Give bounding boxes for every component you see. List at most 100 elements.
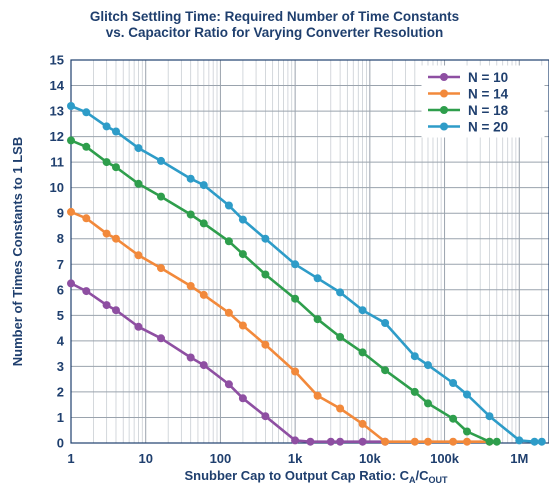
x-axis-label-mid: /C [416, 468, 430, 483]
data-point [67, 279, 75, 288]
data-point [326, 437, 335, 446]
legend-label: N = 18 [468, 103, 509, 118]
data-point [82, 108, 91, 117]
data-point [199, 290, 208, 299]
data-point [112, 163, 120, 172]
data-point [358, 348, 367, 357]
data-point [336, 437, 345, 446]
data-point [313, 391, 322, 400]
data-point [410, 437, 419, 446]
data-point [82, 287, 91, 296]
legend: N = 10 N = 14N = 18 N = 20 [421, 65, 545, 138]
data-point [485, 437, 494, 446]
data-point [291, 436, 300, 445]
data-point [134, 144, 143, 153]
data-point [224, 237, 233, 246]
legend-label: N = 20 [468, 120, 508, 135]
data-point [112, 306, 120, 315]
data-point [537, 437, 546, 446]
data-point [410, 352, 419, 361]
y-tick-label: 5 [57, 308, 64, 323]
data-point [224, 308, 233, 317]
y-tick-label: 14 [50, 78, 65, 93]
data-point [336, 333, 345, 341]
data-point [449, 414, 458, 423]
legend-marker [440, 89, 448, 98]
x-axis-label-sub1: A [409, 475, 416, 485]
data-point [261, 412, 270, 421]
data-point [424, 399, 432, 408]
data-point [424, 361, 432, 370]
data-point [199, 219, 208, 228]
data-point [82, 142, 91, 151]
data-point [157, 192, 165, 201]
x-axis-label-sub2: OUT [429, 475, 449, 485]
series-line [70, 104, 542, 444]
data-point [238, 215, 247, 224]
data-point [515, 436, 524, 445]
data-point [157, 264, 165, 273]
data-point [313, 274, 322, 283]
chart-subtitle: vs. Capacitor Ratio for Varying Converte… [105, 25, 444, 40]
y-tick-label: 4 [57, 333, 65, 348]
x-tick-label: 100 [210, 451, 232, 466]
y-tick-label: 15 [50, 53, 64, 68]
legend-marker [440, 106, 448, 114]
y-tick-label: 2 [57, 384, 64, 399]
data-point [238, 394, 247, 403]
series-2 [67, 136, 501, 446]
y-tick-label: 6 [57, 282, 64, 297]
x-axis-label-main: Snubber Cap to Output Cap Ratio: C [184, 468, 409, 483]
data-point [186, 353, 195, 362]
series-1 [67, 207, 494, 446]
chart-title: Glitch Settling Time: Required Number of… [89, 9, 460, 24]
x-tick-label: 10k [359, 451, 381, 466]
data-point [67, 102, 75, 110]
data-point [336, 288, 345, 297]
data-point [291, 367, 300, 376]
data-point [157, 156, 165, 165]
data-point [424, 437, 432, 446]
data-point [381, 437, 390, 446]
data-point [186, 210, 195, 219]
legend-label: N = 10 [468, 70, 508, 85]
x-axis-label: Snubber Cap to Output Cap Ratio: CA/COUT [184, 468, 448, 485]
data-point [291, 294, 300, 303]
y-tick-label: 1 [57, 410, 64, 425]
data-point [186, 282, 195, 290]
data-point [134, 322, 143, 331]
data-point [410, 387, 419, 396]
y-tick-label: 12 [50, 129, 64, 144]
data-point [358, 419, 367, 428]
data-point [224, 380, 233, 389]
data-point [463, 390, 471, 399]
y-tick-label: 9 [57, 206, 64, 221]
data-point [449, 437, 458, 446]
data-point [463, 437, 471, 446]
data-point [261, 340, 270, 349]
data-point [67, 207, 75, 216]
data-point [381, 319, 390, 327]
series-layer [67, 102, 546, 446]
data-point [102, 301, 111, 310]
legend-label: N = 14 [468, 87, 509, 102]
x-tick-label: 1 [67, 451, 74, 466]
data-point [381, 366, 390, 375]
data-point [199, 181, 208, 190]
data-point [238, 321, 247, 330]
series-0 [67, 279, 390, 446]
data-point [306, 437, 315, 446]
data-point [199, 361, 208, 370]
data-point [112, 127, 120, 136]
data-point [463, 427, 471, 436]
y-tick-label: 10 [50, 180, 64, 195]
data-point [492, 437, 501, 446]
data-point [134, 179, 143, 188]
data-point [102, 158, 111, 167]
data-point [449, 379, 458, 387]
data-point [82, 214, 91, 223]
data-point [224, 201, 233, 210]
data-point [485, 412, 494, 421]
